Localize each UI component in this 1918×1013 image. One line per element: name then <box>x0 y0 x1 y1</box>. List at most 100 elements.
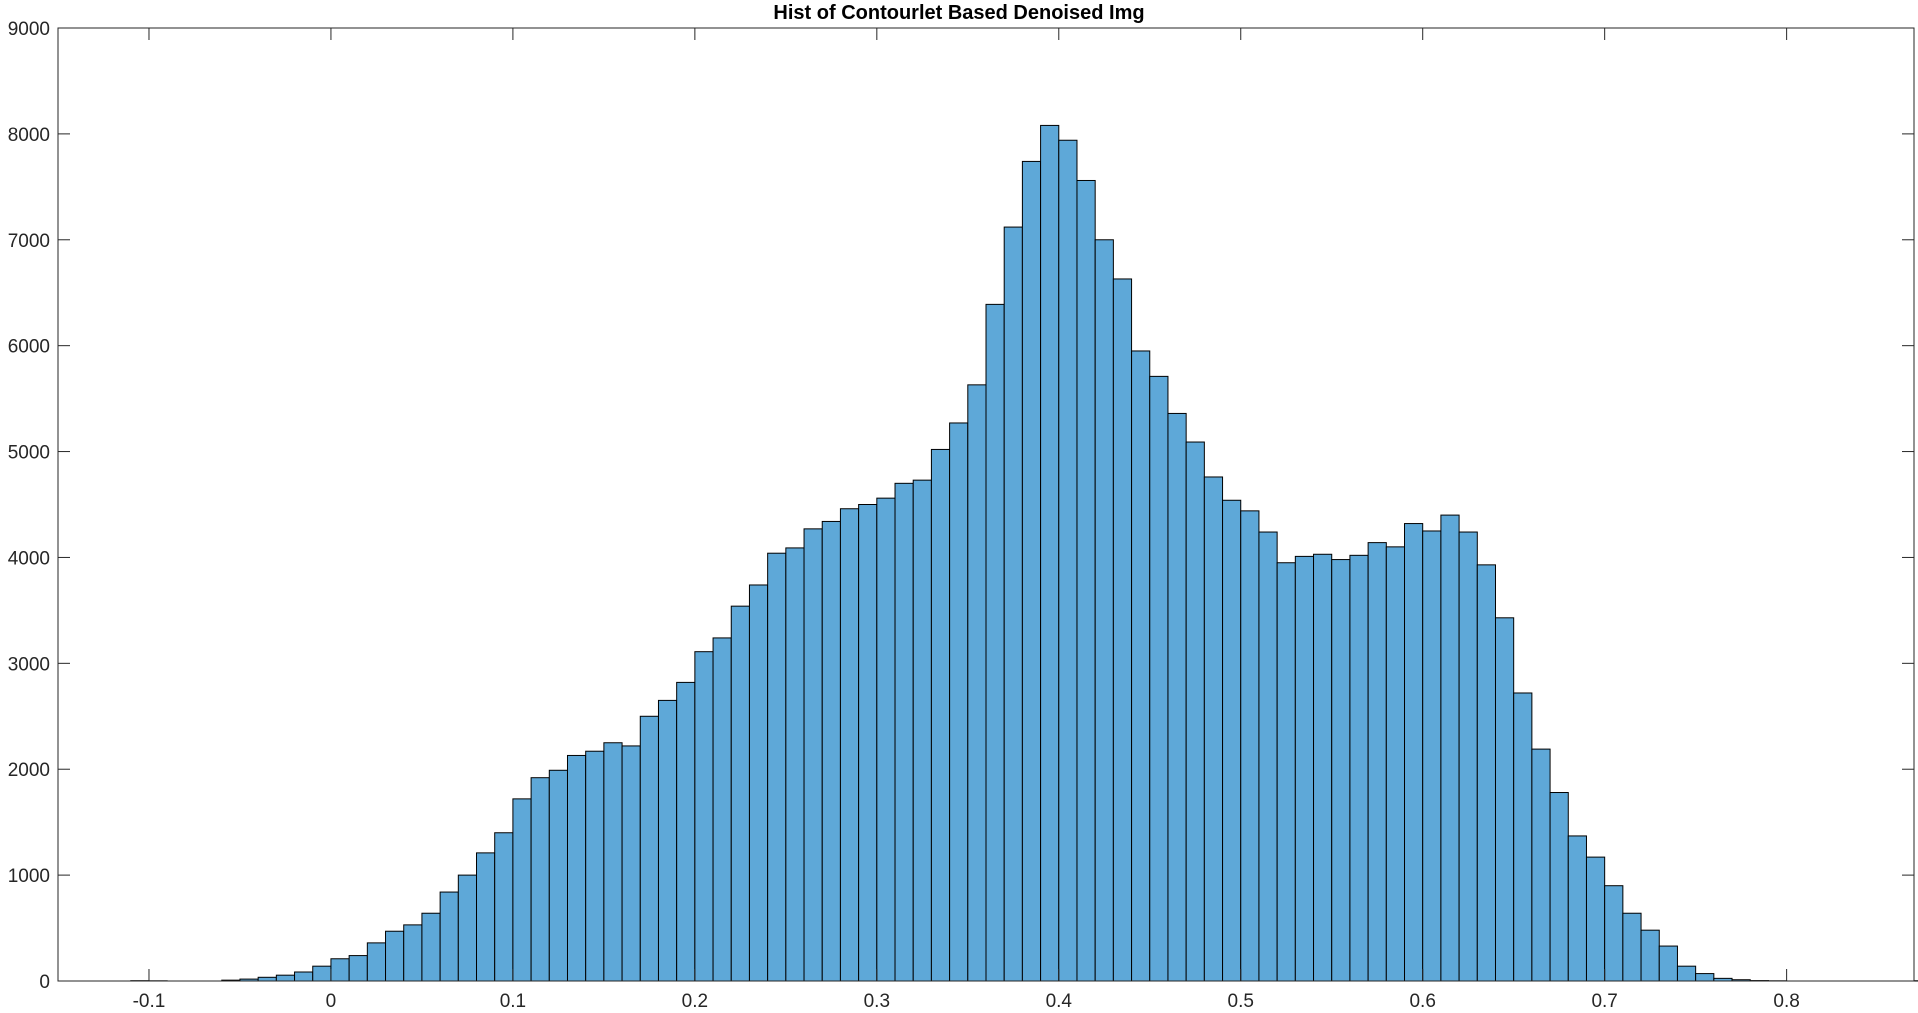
histogram-bar <box>366 942 387 982</box>
histogram-bar <box>1658 945 1678 982</box>
y-tick-label: 5000 <box>8 443 50 464</box>
histogram-bar <box>439 891 459 982</box>
x-tick-label: 0.4 <box>1046 991 1073 1012</box>
histogram-bar <box>1567 835 1587 982</box>
histogram-bar <box>1258 531 1278 982</box>
y-tick-label: 1000 <box>8 866 50 887</box>
histogram-bar <box>1385 546 1406 982</box>
x-tick-label: 0.8 <box>1773 991 1799 1012</box>
histogram-bar <box>530 777 550 982</box>
histogram-bar <box>639 715 659 982</box>
histogram-bar <box>1422 530 1442 982</box>
histogram-bar <box>1513 692 1533 982</box>
histogram-bar <box>1112 278 1133 982</box>
histogram-bar <box>1604 885 1624 982</box>
histogram-bar <box>548 769 568 982</box>
histogram-bar <box>1404 523 1424 982</box>
histogram-bar <box>894 482 914 982</box>
x-tick-label: 0.2 <box>682 991 708 1012</box>
bars-group <box>130 124 1918 982</box>
y-tick-label: 6000 <box>8 337 50 358</box>
y-tick-label: 2000 <box>8 760 50 781</box>
histogram-bar <box>1294 555 1315 982</box>
histogram-bar <box>821 520 841 982</box>
histogram-bar <box>348 955 368 982</box>
histogram-bar <box>1222 499 1242 982</box>
histogram-bar <box>676 681 696 982</box>
y-tick-label: 4000 <box>8 548 50 569</box>
histogram-bar <box>1476 564 1496 982</box>
histogram-bar <box>1458 531 1478 982</box>
histogram-bar <box>1585 856 1606 982</box>
y-tick-label: 3000 <box>8 654 50 675</box>
histogram-bar <box>1131 350 1151 982</box>
histogram-bar <box>1003 226 1023 982</box>
histogram-bar <box>1076 179 1096 982</box>
histogram-bar <box>1185 441 1205 982</box>
histogram-bar <box>312 965 332 982</box>
x-tick-label: 0.3 <box>864 991 890 1012</box>
histogram-bar <box>257 976 277 982</box>
histogram-bar <box>1622 912 1642 982</box>
histogram-bar <box>330 958 350 982</box>
y-tick-label: 9000 <box>8 19 50 40</box>
histogram-bar <box>1167 412 1187 982</box>
x-tick-label: 0.5 <box>1228 991 1254 1012</box>
histogram-bar <box>585 750 605 982</box>
histogram-bar <box>949 422 969 982</box>
histogram-bar <box>494 832 514 982</box>
histogram-bar <box>621 745 641 982</box>
histogram-bar <box>1058 139 1078 982</box>
x-tick-label: 0 <box>326 991 337 1012</box>
histogram-bar <box>421 912 441 982</box>
histogram-bar <box>694 651 714 982</box>
histogram-bar <box>748 584 769 982</box>
histogram-bar <box>275 974 296 982</box>
x-tick-label: -0.1 <box>133 991 166 1012</box>
histogram-bar <box>403 924 423 982</box>
histogram-bar <box>1640 929 1660 982</box>
histogram-bar <box>1695 973 1715 982</box>
y-tick-label: 7000 <box>8 231 50 252</box>
histogram-bar <box>858 504 878 982</box>
histogram-bar <box>730 605 750 982</box>
histogram-bar <box>476 852 496 982</box>
histogram-bar <box>1149 375 1169 982</box>
histogram-bar <box>967 384 987 982</box>
histogram-bar <box>1676 965 1697 982</box>
histogram-bar <box>803 528 823 982</box>
histogram-bar <box>1440 514 1460 982</box>
histogram-bar <box>457 874 478 982</box>
histogram-bar <box>512 798 532 982</box>
histogram-bar <box>1276 562 1296 982</box>
histogram-bar <box>1021 160 1042 982</box>
x-tick-label: 0.7 <box>1591 991 1617 1012</box>
histogram-bar <box>839 508 860 982</box>
histogram-bar <box>566 754 587 982</box>
chart-title: Hist of Contourlet Based Denoised Img <box>773 2 1145 24</box>
axes-group <box>57 27 1915 982</box>
histogram-bar <box>785 547 805 982</box>
histogram-bar <box>1349 554 1369 982</box>
histogram-bar <box>1331 559 1351 982</box>
histogram-bar <box>912 479 932 982</box>
histogram-bar <box>294 971 314 982</box>
histogram-bar <box>985 303 1005 982</box>
histogram-bar <box>930 448 951 982</box>
histogram-bar <box>1094 239 1114 982</box>
x-tick-label: 0.6 <box>1409 991 1435 1012</box>
histogram-bar <box>1203 476 1224 982</box>
x-tick-label: 0.1 <box>500 991 526 1012</box>
histogram-bar <box>1531 748 1551 982</box>
histogram-bar <box>657 699 678 982</box>
histogram-bar <box>1240 510 1260 982</box>
histogram-bar <box>1494 617 1515 982</box>
y-tick-label: 8000 <box>8 125 50 146</box>
histogram-bar <box>1313 553 1333 982</box>
histogram-bar <box>876 497 896 982</box>
plot-frame <box>57 27 1915 982</box>
y-tick-label: 0 <box>39 972 50 993</box>
histogram-bar <box>603 742 623 982</box>
histogram-bar <box>1367 542 1387 982</box>
